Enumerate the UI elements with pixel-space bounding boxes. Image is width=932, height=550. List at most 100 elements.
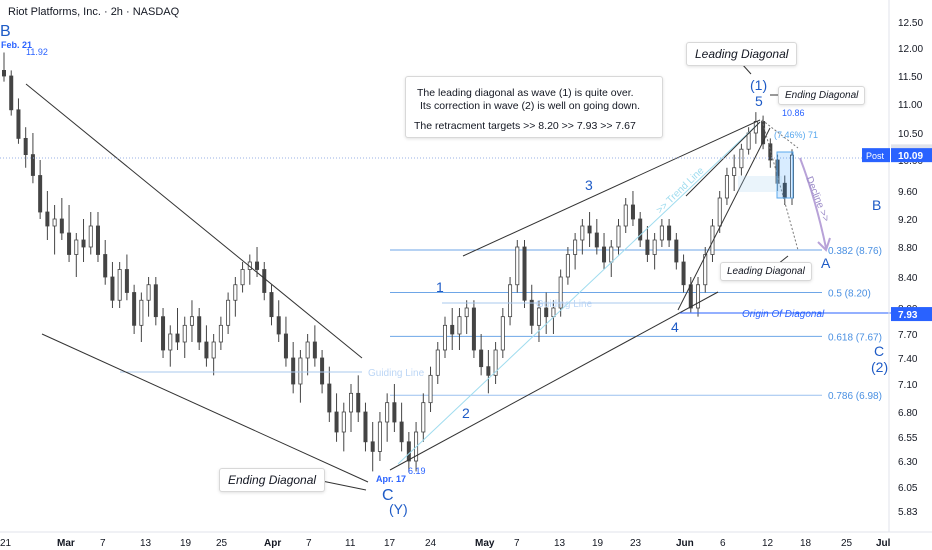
candle-body bbox=[312, 341, 317, 359]
price-tick-label: 6.55 bbox=[898, 433, 918, 444]
date-label-feb: Feb. 21 bbox=[1, 40, 32, 50]
fib-level-label: 0.786 (6.98) bbox=[828, 391, 882, 402]
candle-body bbox=[110, 276, 115, 301]
candle-body bbox=[153, 284, 158, 318]
candle-body bbox=[356, 392, 361, 413]
candle-body bbox=[305, 341, 310, 359]
price-badge-label: 7.93 bbox=[898, 310, 918, 321]
guiding-line-mid-label: Guiding Line bbox=[536, 299, 593, 310]
decline-band bbox=[738, 176, 782, 192]
candle-body bbox=[450, 324, 455, 335]
candle-body bbox=[573, 239, 578, 255]
candle-body bbox=[363, 411, 368, 443]
candle-body bbox=[522, 246, 527, 301]
candle-body bbox=[638, 218, 643, 241]
wave-label-2-paren: (2) bbox=[871, 359, 888, 375]
candle-body bbox=[182, 324, 187, 343]
leading-diagonal-top-text: Leading Diagonal bbox=[695, 47, 789, 61]
wave-label-c-bottom: C bbox=[382, 487, 394, 504]
candle-body bbox=[645, 239, 650, 255]
time-tick-label: 19 bbox=[180, 538, 192, 549]
candle-body bbox=[471, 307, 476, 351]
wave-label-2: 2 bbox=[462, 405, 470, 421]
time-tick-label: May bbox=[475, 538, 495, 549]
candle-body bbox=[696, 284, 701, 309]
candle-body bbox=[688, 284, 693, 309]
candle-body bbox=[385, 402, 390, 423]
candle-body bbox=[67, 232, 72, 255]
candle-body bbox=[211, 341, 216, 359]
candle-body bbox=[117, 269, 122, 301]
candle-body bbox=[674, 239, 679, 263]
wave-label-1-paren: (1) bbox=[750, 77, 767, 93]
price-tick-label: 12.50 bbox=[898, 18, 923, 29]
price-tick-label: 6.05 bbox=[898, 483, 918, 494]
candle-body bbox=[421, 402, 426, 433]
candle-body bbox=[529, 299, 534, 326]
time-tick-label: 25 bbox=[841, 538, 853, 549]
price-tick-label: 5.83 bbox=[898, 507, 918, 518]
candle-body bbox=[442, 324, 447, 351]
origin-of-diagonal-label: Origin Of Diagonal bbox=[742, 309, 825, 320]
candle-body bbox=[349, 392, 354, 413]
time-axis[interactable]: 21 Mar 7 13 19 25 Apr 7 11 17 24 May 7 13 19 23 Jun 6 12 18… bbox=[0, 531, 932, 549]
candle-body bbox=[580, 225, 585, 241]
fib-level-label: 0.5 (8.20) bbox=[828, 289, 871, 300]
candle-body bbox=[269, 292, 274, 318]
price-tick-label: 10.50 bbox=[898, 129, 923, 140]
decline-arrow-head bbox=[817, 237, 831, 252]
measure-box bbox=[776, 151, 794, 199]
price-tick-label: 7.10 bbox=[898, 380, 918, 391]
leading-diagonal-mid-text: Leading Diagonal bbox=[727, 266, 805, 277]
time-tick-label: 7 bbox=[100, 538, 106, 549]
candle-body bbox=[95, 225, 100, 255]
candle-body bbox=[457, 316, 462, 335]
time-tick-label: 7 bbox=[514, 538, 520, 549]
candle-body bbox=[218, 324, 223, 343]
candle-body bbox=[428, 374, 433, 404]
decline-arrow bbox=[799, 157, 827, 249]
note-line-1: The leading diagonal as wave (1) is quit… bbox=[417, 87, 634, 99]
leading-diagonal-upper-line bbox=[462, 119, 761, 257]
fib-level-label: 0.618 (7.67) bbox=[828, 332, 882, 343]
pointer-ending-diagonal-bottom bbox=[321, 480, 367, 491]
price-tick-label: 11.50 bbox=[898, 72, 923, 83]
candle-body bbox=[161, 316, 166, 351]
time-tick-label: 13 bbox=[554, 538, 566, 549]
candle-body bbox=[175, 333, 180, 343]
price-tick-label: 12.00 bbox=[898, 44, 923, 55]
candle-body bbox=[255, 261, 260, 270]
price-badge-label: 10.09 bbox=[898, 151, 923, 162]
candle-body bbox=[30, 154, 35, 176]
candle-body bbox=[320, 357, 325, 385]
wave-label-3: 3 bbox=[585, 177, 593, 193]
leading-diagonal-top-callout: Leading Diagonal bbox=[686, 42, 798, 66]
wave-label-4: 4 bbox=[671, 319, 679, 335]
price-tick-label: 6.80 bbox=[898, 408, 918, 419]
time-tick-label: Jul bbox=[876, 538, 891, 549]
candle-body bbox=[659, 225, 664, 241]
candle-body bbox=[609, 246, 614, 263]
time-tick-label: Mar bbox=[57, 538, 75, 549]
candle-body bbox=[262, 269, 267, 293]
candle-body bbox=[377, 421, 382, 452]
fib-level-label: 0.382 (8.76) bbox=[828, 246, 882, 257]
symbol-title: Riot Platforms, Inc. · 2h · NASDAQ bbox=[8, 6, 180, 18]
candle-body bbox=[667, 225, 672, 241]
time-tick-label: 17 bbox=[384, 538, 396, 549]
candle-body bbox=[226, 299, 231, 326]
dotted-projection-a bbox=[761, 119, 799, 251]
candle-body bbox=[493, 349, 498, 376]
price-axis[interactable]: 12.5012.0011.5011.0010.5010.009.609.208.… bbox=[862, 0, 932, 532]
price-tick-label: 9.20 bbox=[898, 215, 918, 226]
wave-label-c-right: C bbox=[874, 343, 884, 359]
candle-body bbox=[16, 109, 21, 139]
candle-body bbox=[124, 269, 129, 293]
candle-body bbox=[536, 307, 541, 326]
price-badge bbox=[891, 148, 932, 163]
leading-diagonal-lower-line bbox=[389, 291, 719, 471]
candle-body bbox=[486, 366, 491, 376]
date-label-apr: Apr. 17 bbox=[376, 474, 406, 484]
ending-diagonal-upper-line bbox=[25, 83, 363, 359]
